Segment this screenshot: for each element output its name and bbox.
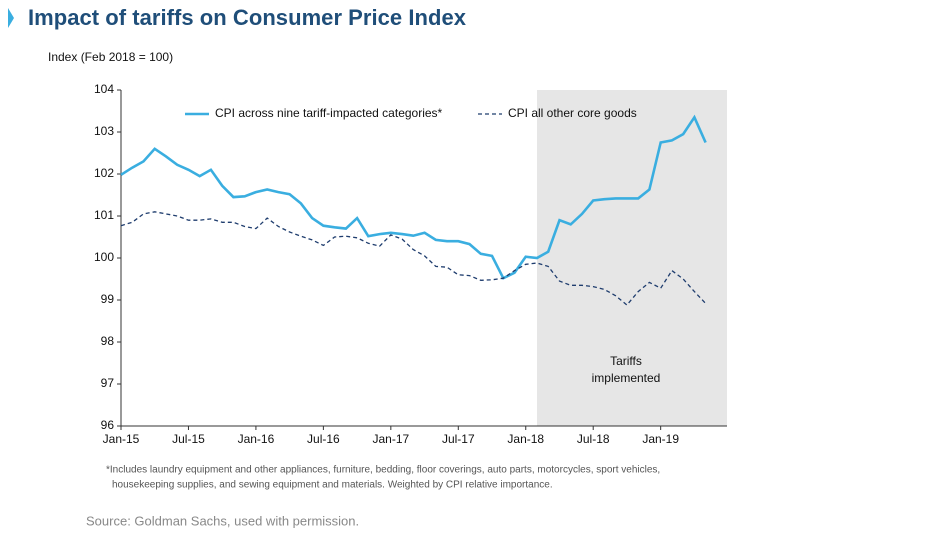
y-tick-label: 97 — [101, 376, 115, 390]
shaded-label: Tariffs — [610, 354, 642, 368]
title-marker — [8, 8, 14, 28]
footnote: *Includes laundry equipment and other ap… — [106, 465, 660, 476]
x-tick-label: Jan-17 — [372, 432, 409, 446]
y-tick-label: 100 — [94, 250, 114, 264]
x-tick-label: Jan-15 — [103, 432, 140, 446]
source: Source: Goldman Sachs, used with permiss… — [86, 513, 359, 528]
y-tick-label: 104 — [94, 82, 114, 96]
footnote: housekeeping supplies, and sewing equipm… — [112, 480, 553, 491]
x-tick-label: Jan-16 — [238, 432, 275, 446]
chart-title: Impact of tariffs on Consumer Price Inde… — [28, 5, 467, 30]
series-line — [120, 114, 707, 280]
y-tick-label: 101 — [94, 208, 114, 222]
legend-label: CPI across nine tariff-impacted categori… — [215, 106, 443, 120]
shaded-label: implemented — [592, 371, 661, 385]
y-tick-label: 102 — [94, 166, 114, 180]
shaded-region — [536, 90, 727, 426]
x-tick-label: Jul-17 — [442, 432, 475, 446]
y-tick-label: 99 — [101, 292, 115, 306]
x-tick-label: Jan-18 — [507, 432, 544, 446]
x-tick-label: Jul-15 — [172, 432, 205, 446]
y-tick-label: 103 — [94, 124, 114, 138]
series-line — [120, 211, 707, 306]
y-tick-label: 98 — [101, 334, 115, 348]
legend-label: CPI all other core goods — [508, 106, 637, 120]
y-axis-label: Index (Feb 2018 = 100) — [48, 50, 173, 64]
y-tick-label: 96 — [101, 418, 115, 432]
x-tick-label: Jan-19 — [642, 432, 679, 446]
x-tick-label: Jul-18 — [577, 432, 610, 446]
x-tick-label: Jul-16 — [307, 432, 340, 446]
